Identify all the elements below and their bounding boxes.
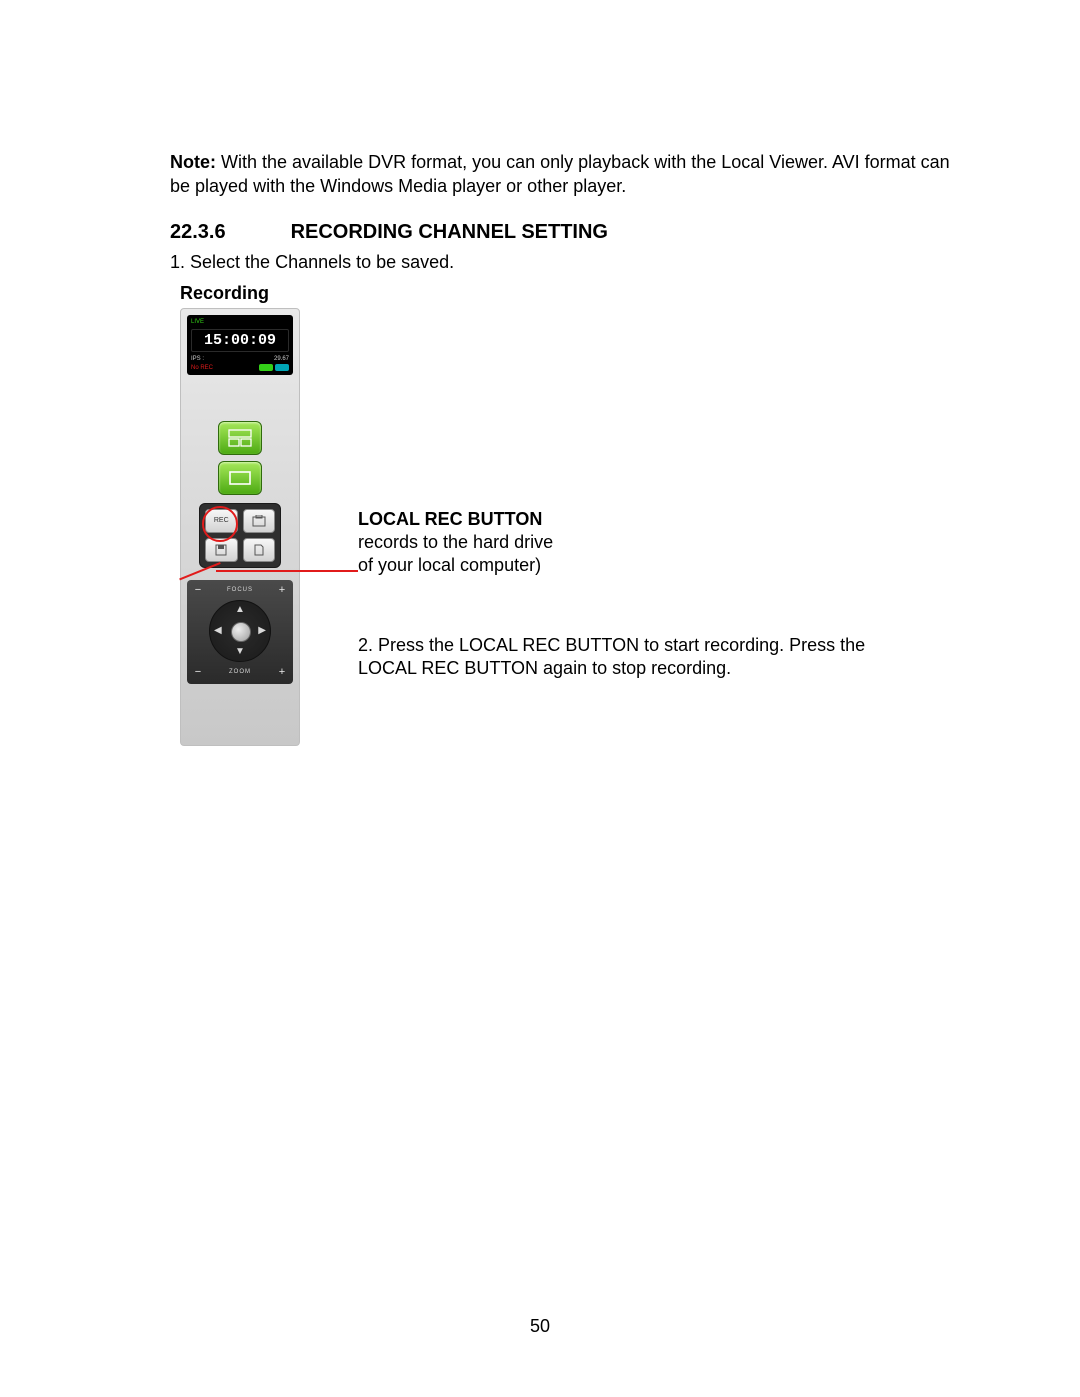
section-heading: 22.3.6 RECORDING CHANNEL SETTING (170, 221, 955, 244)
ptz-zoom-row: − ZOOM + (191, 666, 289, 678)
dpad: ▲ ▼ ◀ ▶ (209, 600, 271, 662)
page-number: 50 (530, 1316, 550, 1337)
callout-column: LOCAL REC BUTTON records to the hard dri… (300, 308, 868, 681)
ptz-control: − FOCUS + ▲ ▼ ◀ ▶ − ZOOM + (187, 580, 293, 684)
callout-leader-line (216, 570, 358, 572)
network-icon (275, 364, 289, 371)
panel-spacer (187, 381, 293, 415)
multiview-icon (228, 429, 252, 447)
lcd-ips-value: 29.67 (274, 356, 289, 362)
dpad-right[interactable]: ▶ (258, 626, 266, 636)
content-row: LIVE 15:00:09 IPS : 29.67 No REC (170, 308, 955, 746)
dpad-center[interactable] (231, 622, 251, 642)
file-icon (254, 544, 264, 556)
step-1-text: 1. Select the Channels to be saved. (170, 252, 955, 273)
zoom-plus[interactable]: + (275, 666, 289, 678)
recording-panel: LIVE 15:00:09 IPS : 29.67 No REC (180, 308, 300, 746)
manual-page: Note: With the available DVR format, you… (0, 0, 1080, 1397)
lcd-status-row: No REC (191, 364, 289, 373)
step-2-text: 2. Press the LOCAL REC BUTTON to start r… (358, 634, 868, 681)
panel-heading: Recording (180, 283, 955, 304)
note-label: Note: (170, 152, 216, 172)
zoom-label: ZOOM (229, 669, 251, 675)
lcd-live-label: LIVE (191, 319, 289, 325)
fullscreen-icon (228, 470, 252, 486)
callout-title: LOCAL REC BUTTON (358, 508, 868, 531)
note-paragraph: Note: With the available DVR format, you… (170, 150, 955, 199)
section-title: RECORDING CHANNEL SETTING (291, 221, 608, 243)
callout-line-1: records to the hard drive (358, 531, 868, 554)
dpad-up[interactable]: ▲ (235, 605, 245, 615)
multiview-button[interactable] (218, 421, 262, 455)
lcd-display: LIVE 15:00:09 IPS : 29.67 No REC (187, 315, 293, 375)
dpad-left[interactable]: ◀ (214, 626, 222, 636)
fullscreen-button[interactable] (218, 461, 262, 495)
section-number: 22.3.6 (170, 221, 285, 244)
rec-label: REC (214, 517, 229, 524)
note-text: With the available DVR format, you can o… (170, 152, 950, 196)
snapshot-icon (252, 515, 266, 527)
lcd-time: 15:00:09 (191, 329, 289, 352)
save-icon (215, 544, 227, 556)
focus-plus[interactable]: + (275, 584, 289, 596)
local-rec-button[interactable]: REC (205, 509, 238, 533)
callout-line-2: of your local computer) (358, 554, 868, 577)
dpad-down[interactable]: ▼ (235, 647, 245, 657)
battery-icon (259, 364, 273, 371)
zoom-minus[interactable]: − (191, 666, 205, 678)
lcd-ips-label: IPS : (191, 356, 204, 362)
save-button[interactable] (205, 538, 238, 562)
file-button[interactable] (243, 538, 276, 562)
lcd-ips-row: IPS : 29.67 (191, 356, 289, 362)
lcd-no-rec: No REC (191, 365, 213, 371)
control-grid: REC (199, 503, 281, 568)
focus-label: FOCUS (227, 587, 253, 593)
snapshot-button[interactable] (243, 509, 276, 533)
lcd-indicators (259, 364, 289, 373)
